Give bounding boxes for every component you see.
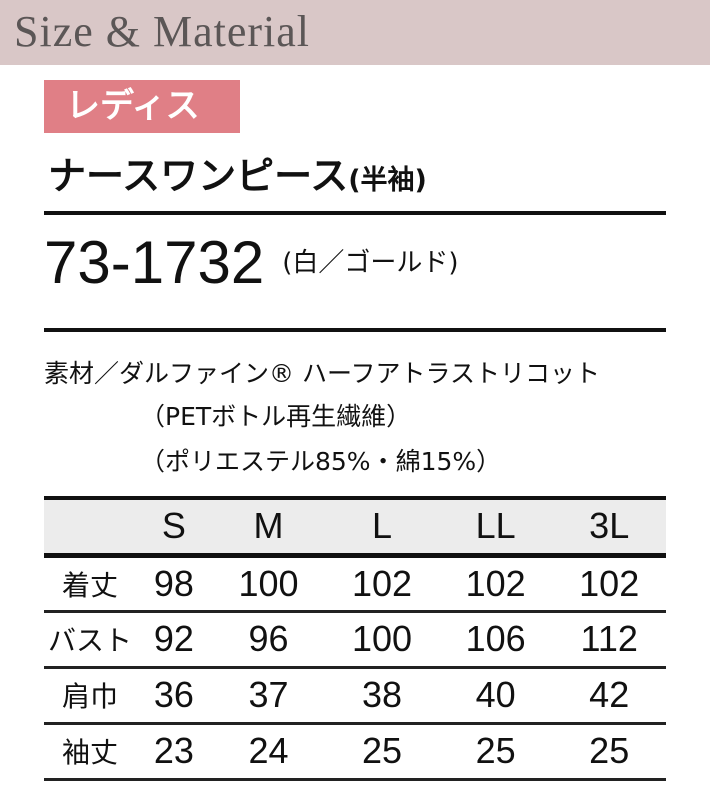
table-cell: 40	[475, 674, 516, 715]
material-line: （PETボトル再生繊維）	[140, 402, 412, 431]
section-header: Size & Material	[0, 0, 710, 65]
header-cell: 3L	[589, 505, 630, 547]
header-cell: L	[372, 505, 393, 547]
table-cell: 98	[153, 562, 194, 604]
table-cell: 106	[465, 618, 526, 659]
product-name: ナースワンピース	[48, 154, 349, 198]
product-title: ナースワンピース(半袖)	[48, 145, 427, 200]
header-cell: LL	[475, 505, 516, 547]
size-table: S M L LL 3L 着丈 98 100 102 102 102 バスト 92 96 100 10…	[44, 496, 666, 781]
material-line: 素材／ダルファイン® ハーフアトラストリコット	[44, 359, 600, 388]
table-row: 袖丈 23 24 25 25 25	[44, 723, 666, 779]
table-cell: 96	[248, 618, 289, 659]
header-cell: S	[161, 505, 186, 547]
table-cell: 23	[153, 730, 194, 771]
row-label: 袖丈	[61, 736, 118, 769]
table-cell: 102	[465, 562, 526, 604]
divider	[44, 211, 666, 215]
table-header-row: S M L LL 3L	[44, 498, 666, 555]
table-row: 肩巾 36 37 38 40 42	[44, 667, 666, 723]
product-color: (白／ゴールド)	[282, 248, 459, 278]
table-cell: 102	[579, 562, 640, 604]
table-cell: 112	[580, 618, 638, 659]
table-cell: 25	[589, 730, 630, 771]
product-code: 73-1732	[44, 229, 265, 296]
table-cell: 25	[475, 730, 516, 771]
table-cell: 92	[153, 618, 194, 659]
divider	[44, 328, 666, 332]
header-cell: M	[253, 505, 284, 547]
sleeve-type: (半袖)	[348, 165, 427, 196]
table-cell: 100	[238, 562, 299, 604]
table-cell: 25	[362, 730, 403, 771]
section-title: Size & Material	[14, 7, 311, 56]
row-label: バスト	[47, 624, 132, 657]
table-cell: 37	[248, 674, 289, 715]
table-row: 着丈 98 100 102 102 102	[44, 555, 666, 611]
table-cell: 36	[153, 674, 194, 715]
header-cell	[44, 498, 136, 555]
table-cell: 24	[248, 730, 289, 771]
table-cell: 102	[352, 562, 413, 604]
material-line: （ポリエステル85%・綿15%）	[140, 447, 502, 476]
product-code-line: 73-1732 (白／ゴールド)	[44, 228, 459, 297]
table-row: バスト 92 96 100 106 112	[44, 611, 666, 667]
row-label: 着丈	[61, 568, 118, 602]
table-cell: 38	[362, 674, 403, 715]
row-label: 肩巾	[61, 680, 118, 713]
table-cell: 42	[589, 674, 630, 715]
table-cell: 100	[352, 618, 413, 659]
category-badge: レディス	[44, 80, 240, 133]
